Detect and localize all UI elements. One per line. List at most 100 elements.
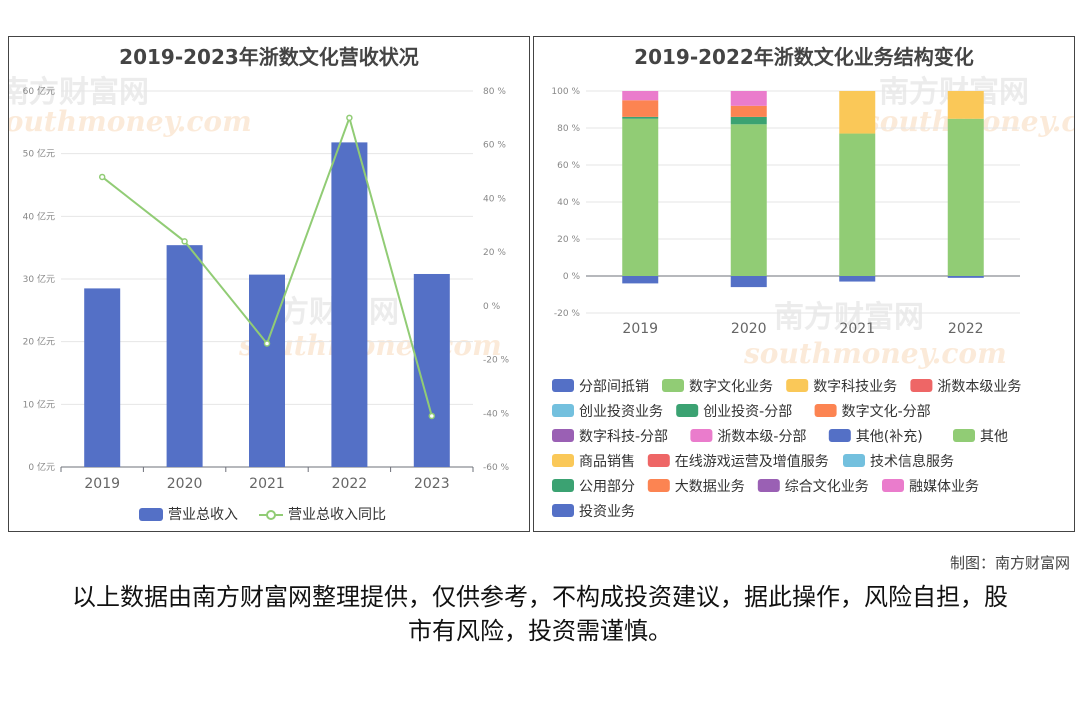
yoy-point bbox=[346, 114, 353, 122]
stacked-segment bbox=[622, 91, 659, 101]
y-left-tick-label: 10 亿元 bbox=[23, 398, 55, 410]
revenue-bar bbox=[249, 274, 285, 467]
stacked-segment bbox=[730, 276, 767, 288]
legend-label: 创业投资-分部 bbox=[703, 404, 792, 420]
legend-label: 公用部分 bbox=[579, 479, 635, 495]
legend-label: 其他 bbox=[980, 429, 1008, 445]
y-right-tick-label: 80 % bbox=[483, 87, 506, 97]
legend-swatch bbox=[757, 479, 780, 492]
legend-label: 融媒体业务 bbox=[909, 479, 979, 495]
legend-label: 大数据业务 bbox=[675, 479, 745, 495]
y-left-tick-label: 40 亿元 bbox=[23, 210, 55, 222]
stacked-segment bbox=[730, 124, 767, 276]
legend-label: 创业投资业务 bbox=[579, 404, 663, 420]
structure-chart-panel: 南方财富网 southmoney.com 南方财富网 southmoney.co… bbox=[533, 36, 1075, 532]
y-tick-label: 0 % bbox=[563, 272, 581, 282]
yoy-point bbox=[263, 340, 271, 347]
revenue-bar bbox=[84, 288, 121, 467]
legend-label: 数字科技-分部 bbox=[579, 429, 668, 445]
legend-label: 商品销售 bbox=[579, 454, 635, 470]
legend-label: 综合文化业务 bbox=[785, 479, 869, 495]
legend-swatch bbox=[828, 429, 851, 442]
legend-label: 分部间抵销 bbox=[579, 379, 649, 395]
legend-label: 数字文化业务 bbox=[689, 379, 773, 395]
legend-swatch bbox=[953, 429, 975, 442]
y-tick-label: 20 % bbox=[557, 235, 580, 245]
x-tick-label: 2020 bbox=[731, 321, 767, 337]
y-tick-label: 80 % bbox=[557, 124, 580, 134]
stacked-segment bbox=[947, 118, 984, 276]
x-tick-label: 2022 bbox=[332, 476, 368, 492]
legend-label: 营业总收入同比 bbox=[288, 507, 386, 523]
legend-swatch bbox=[690, 429, 713, 442]
y-tick-label: 60 % bbox=[557, 161, 580, 171]
legend-swatch bbox=[647, 479, 670, 492]
revenue-chart-svg: 0 亿元 10 亿元 20 亿元 30 亿元 40 亿元 50 亿元 60 亿元 -60 % -… bbox=[23, 85, 510, 523]
legend-swatch bbox=[552, 479, 574, 492]
legend-label: 浙数本级业务 bbox=[937, 379, 1021, 395]
structure-chart-svg: -20 % 0 % 20 % 40 % 60 % 80 % 100 % 2019 2020 202… bbox=[551, 87, 1021, 520]
legend-swatch bbox=[552, 429, 574, 442]
y-right-tick-label: 60 % bbox=[483, 141, 506, 151]
legend-label: 投资业务 bbox=[579, 504, 635, 520]
credit-label: 制图：南方财富网 bbox=[949, 554, 1070, 572]
disclaimer-text: 以上数据由南方财富网整理提供，仅供参考，不构成投资建议，据此操作，风险自担，股市… bbox=[72, 583, 1008, 645]
y-right-tick-label: -20 % bbox=[483, 356, 510, 366]
legend-swatch bbox=[882, 479, 904, 492]
x-tick-label: 2022 bbox=[948, 321, 984, 337]
legend-swatch bbox=[786, 379, 809, 392]
legend-label: 其他(补充) bbox=[856, 429, 923, 445]
stacked-segment bbox=[730, 116, 767, 125]
legend-label: 营业总收入 bbox=[168, 507, 238, 523]
stacked-segment bbox=[947, 91, 984, 119]
y-right-tick-label: 40 % bbox=[483, 194, 506, 204]
x-tick-label: 2021 bbox=[839, 321, 875, 337]
y-left-tick-label: 0 亿元 bbox=[28, 461, 55, 473]
stacked-segment bbox=[622, 100, 659, 117]
legend-label: 数字文化-分部 bbox=[842, 404, 931, 420]
legend-swatch bbox=[552, 454, 574, 467]
legend-swatch bbox=[647, 454, 670, 467]
revenue-bar bbox=[166, 245, 203, 467]
legend-label: 技术信息服务 bbox=[870, 453, 954, 470]
legend-swatch-revenue bbox=[139, 508, 163, 521]
y-left-tick-label: 50 亿元 bbox=[23, 148, 55, 160]
legend-swatch bbox=[843, 454, 865, 467]
y-right-tick-label: 20 % bbox=[483, 248, 506, 258]
legend-label: 在线游戏运营及增值服务 bbox=[675, 454, 829, 470]
legend-swatch bbox=[676, 404, 699, 417]
yoy-point bbox=[428, 412, 436, 420]
y-left-tick-label: 60 亿元 bbox=[23, 85, 55, 97]
x-tick-label: 2023 bbox=[414, 476, 450, 492]
x-tick-label: 2019 bbox=[84, 476, 120, 492]
y-right-tick-label: -40 % bbox=[483, 409, 510, 419]
y-right-tick-label: 0 % bbox=[483, 302, 501, 312]
stacked-segment bbox=[622, 118, 659, 276]
legend-swatch bbox=[662, 379, 684, 392]
x-tick-label: 2021 bbox=[249, 476, 285, 492]
y-left-tick-label: 30 亿元 bbox=[23, 273, 55, 285]
y-right-tick-label: -60 % bbox=[483, 463, 510, 473]
y-tick-label: 100 % bbox=[551, 87, 580, 97]
legend-swatch bbox=[552, 379, 574, 392]
y-tick-label: -20 % bbox=[554, 309, 581, 319]
stacked-segment bbox=[622, 276, 659, 284]
y-left-tick-label: 20 亿元 bbox=[23, 336, 55, 348]
stacked-segment bbox=[730, 105, 767, 117]
yoy-point bbox=[98, 173, 106, 181]
stacked-segment bbox=[622, 116, 659, 119]
legend-swatch bbox=[910, 379, 933, 392]
stacked-segment bbox=[839, 276, 876, 282]
yoy-point bbox=[181, 238, 188, 245]
x-tick-label: 2019 bbox=[622, 321, 658, 337]
y-tick-label: 40 % bbox=[557, 198, 580, 208]
legend-label: 数字科技业务 bbox=[813, 379, 897, 395]
legend-swatch bbox=[552, 504, 574, 517]
stacked-segment bbox=[839, 133, 876, 276]
stacked-segment bbox=[839, 91, 876, 134]
legend-swatch bbox=[814, 404, 837, 417]
legend-swatch-yoy-point bbox=[266, 510, 276, 520]
stacked-segment bbox=[730, 91, 767, 106]
revenue-chart-panel: 南方财富网 southmoney.com 南方财富网 southmoney.co… bbox=[8, 36, 530, 532]
chart-title: 2019-2022年浙数文化业务结构变化 bbox=[634, 45, 974, 69]
